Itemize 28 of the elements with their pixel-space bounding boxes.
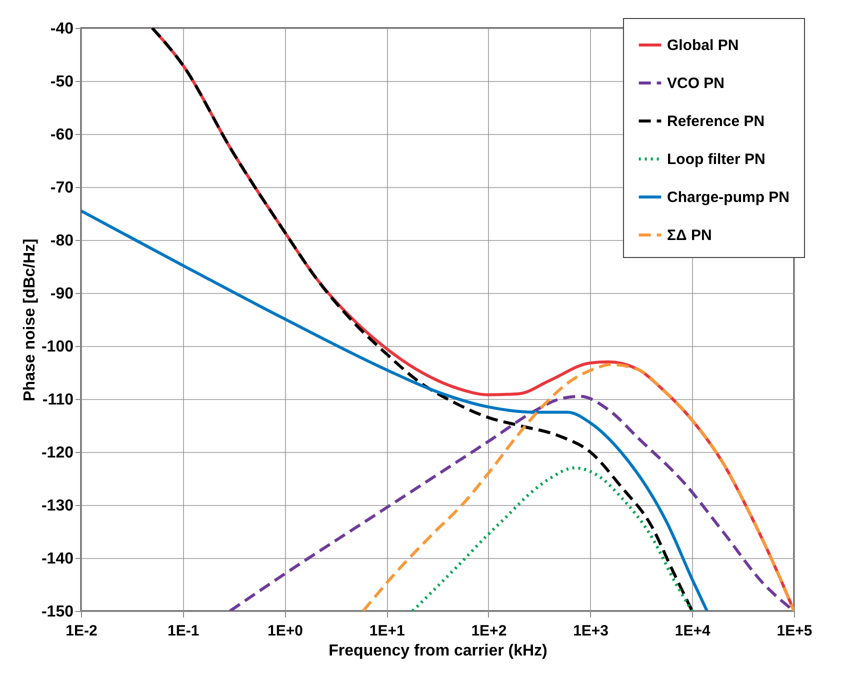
y-axis-title: Phase noise [dBc/Hz] xyxy=(21,238,38,402)
x-axis-title: Frequency from carrier (kHz) xyxy=(328,642,548,660)
legend-label: VCO PN xyxy=(667,75,725,92)
y-tick-label: -60 xyxy=(50,126,74,144)
x-tick-label: 1E-1 xyxy=(168,622,200,640)
x-tick-label: 1E+0 xyxy=(267,622,303,640)
x-tick-label: 1E+1 xyxy=(369,622,405,640)
y-tick-label: -110 xyxy=(42,392,74,408)
legend-label: Loop filter PN xyxy=(667,151,766,168)
y-tick-label: -100 xyxy=(41,338,74,356)
y-tick-label: -40 xyxy=(50,20,74,38)
legend-label: Global PN xyxy=(667,37,739,54)
y-tick-label: -90 xyxy=(50,286,74,302)
legend-label: ΣΔ PN xyxy=(667,227,712,244)
x-tick-label: 1E+3 xyxy=(573,622,609,640)
legend-label: Reference PN xyxy=(667,113,765,130)
y-tick-label: -150 xyxy=(41,604,74,620)
x-tick-label: 1E+5 xyxy=(776,622,812,640)
y-tick-label: -130 xyxy=(41,498,74,514)
y-tick-label: -70 xyxy=(50,180,74,196)
y-tick-label: -50 xyxy=(50,74,74,90)
x-tick-label: 1E+2 xyxy=(471,622,507,640)
y-tick-label: -80 xyxy=(50,232,74,250)
y-tick-label: -140 xyxy=(41,550,74,568)
y-tick-label: -120 xyxy=(41,444,74,462)
x-tick-label: 1E-2 xyxy=(66,622,98,640)
x-tick-label: 1E+4 xyxy=(674,622,712,640)
legend-label: Charge-pump PN xyxy=(667,189,790,206)
